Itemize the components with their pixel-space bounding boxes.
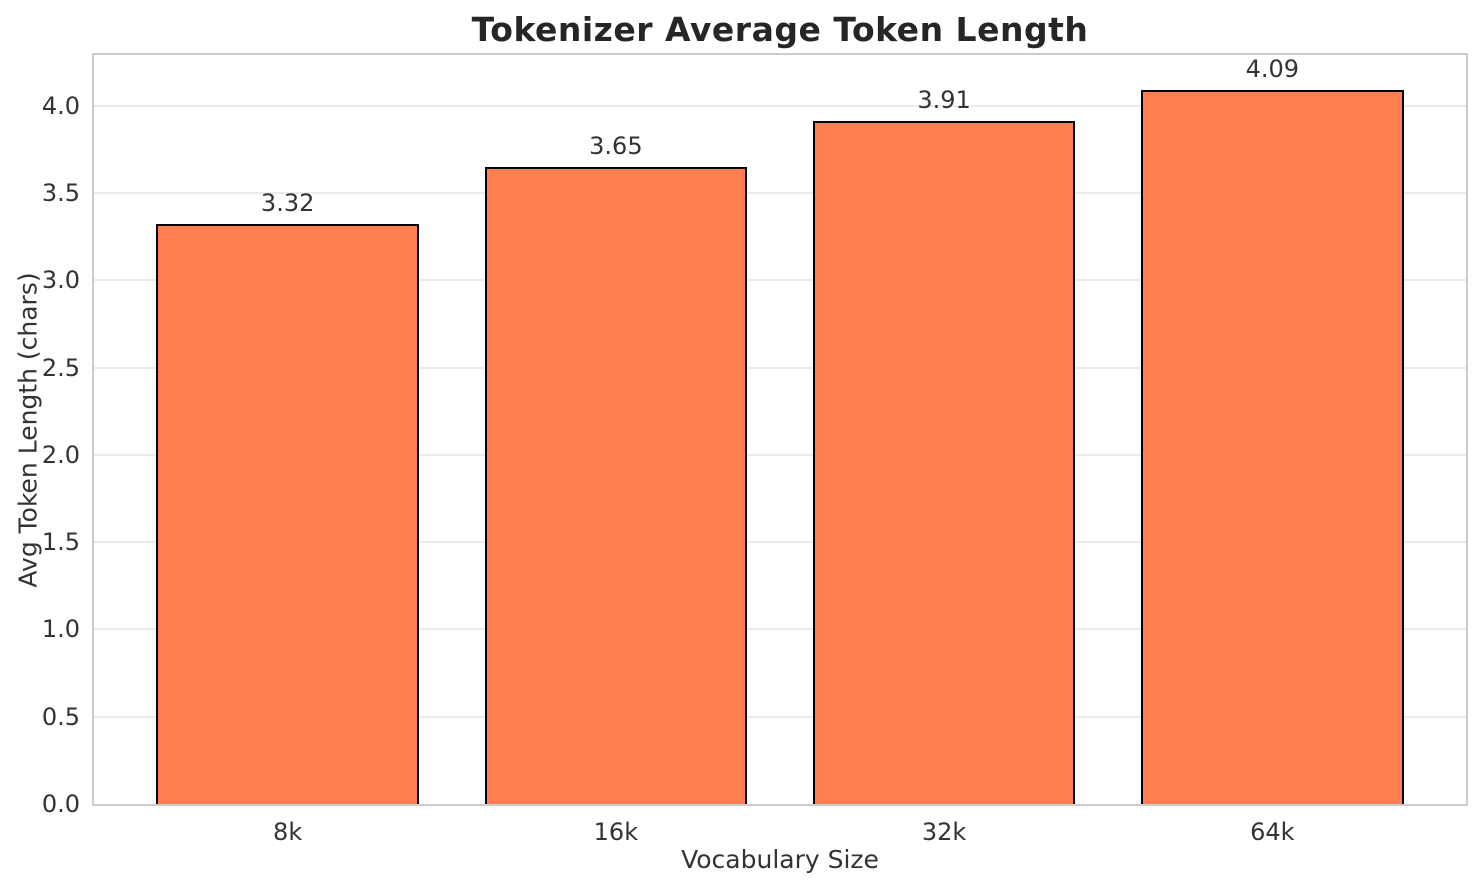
y-gridline xyxy=(94,628,1466,631)
y-tick-label: 1.5 xyxy=(41,528,80,557)
bar-16k xyxy=(484,166,748,804)
y-tick-label: 0.5 xyxy=(41,702,80,731)
y-gridline xyxy=(94,104,1466,107)
y-axis-label: Avg Token Length (chars) xyxy=(13,272,43,588)
y-tick-label: 3.0 xyxy=(41,266,80,295)
y-tick-label: 3.5 xyxy=(41,178,80,207)
y-gridline xyxy=(94,715,1466,718)
y-gridline xyxy=(94,453,1466,456)
x-tick-label: 64k xyxy=(1250,818,1295,846)
y-tick-label: 2.5 xyxy=(41,353,80,382)
bar-64k xyxy=(1141,89,1404,804)
chart-title: Tokenizer Average Token Length xyxy=(471,10,1089,49)
y-tick-label: 1.0 xyxy=(41,615,80,644)
y-tick-label: 4.0 xyxy=(41,91,80,120)
x-axis-label: Vocabulary Size xyxy=(681,845,879,874)
bar-value-label: 3.65 xyxy=(589,131,643,160)
plot-area: 0.0 0.5 1.0 1.5 2.0 2.5 3.0 3.5 4.0 3.32 8k 3.65 16k… xyxy=(42,53,1468,846)
y-tick-label: 0.0 xyxy=(41,790,80,818)
x-tick-label: 8k xyxy=(273,818,303,846)
bar-value-label: 3.32 xyxy=(260,189,315,218)
bar-value-label: 3.91 xyxy=(917,86,971,115)
y-gridline xyxy=(94,191,1466,194)
y-gridline xyxy=(94,366,1466,369)
x-tick-label: 16k xyxy=(593,818,639,846)
y-tick-label: 2.0 xyxy=(41,440,80,469)
x-tick-label: 32k xyxy=(921,818,967,846)
bar-8k xyxy=(156,224,419,804)
bar-value-label: 4.09 xyxy=(1245,54,1300,83)
bar-32k xyxy=(812,121,1076,804)
y-gridline xyxy=(94,279,1466,282)
y-gridline xyxy=(94,541,1466,544)
